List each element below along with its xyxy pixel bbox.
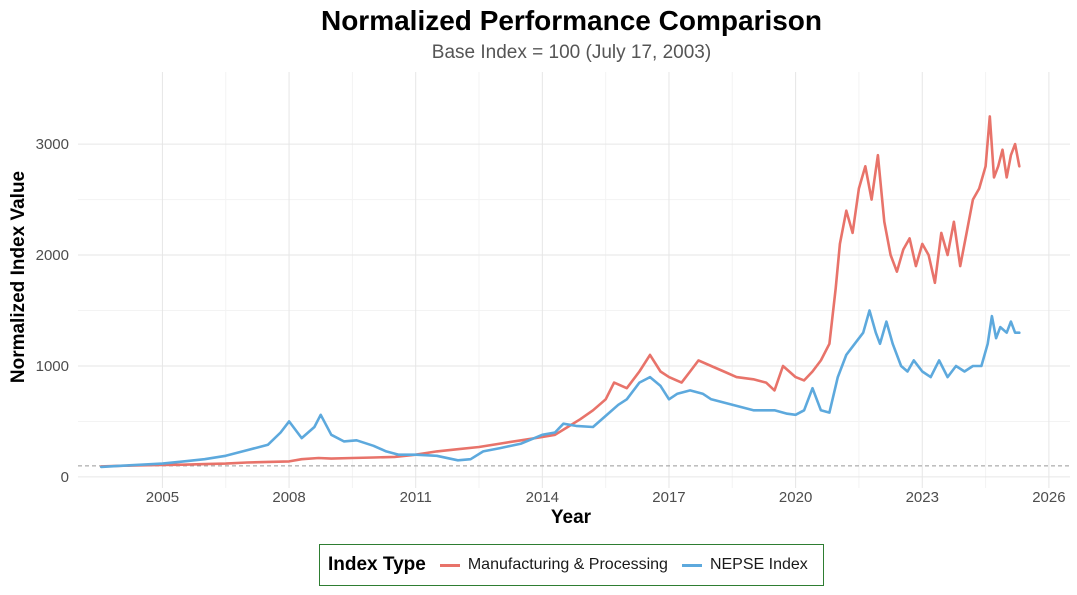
legend-swatch-nepse <box>681 563 702 567</box>
x-tick-label: 2020 <box>779 489 812 506</box>
x-tick-label: 2014 <box>526 489 559 506</box>
legend-label-manufacturing: Manufacturing & Processing <box>467 556 668 573</box>
x-tick-label: 2008 <box>272 489 305 506</box>
legend-item-nepse: NEPSE Index <box>681 556 808 574</box>
y-tick-label: 2000 <box>36 247 69 264</box>
y-tick-label: 3000 <box>36 136 69 153</box>
legend-item-manufacturing: Manufacturing & Processing <box>439 556 668 574</box>
y-tick-label: 1000 <box>36 358 69 375</box>
x-tick-label: 2017 <box>652 489 685 506</box>
x-tick-label: 2005 <box>146 489 179 506</box>
x-tick-label: 2026 <box>1032 489 1065 506</box>
legend-label-nepse: NEPSE Index <box>709 556 808 573</box>
x-axis-title: Year <box>551 507 592 528</box>
legend-swatch-manufacturing <box>439 563 460 567</box>
legend: Index Type Manufacturing & Processing NE… <box>319 544 824 586</box>
legend-title: Index Type <box>328 554 426 575</box>
chart-subtitle: Base Index = 100 (July 17, 2003) <box>431 42 712 63</box>
y-axis-title: Normalized Index Value <box>8 171 29 383</box>
series-line-nepse <box>99 309 1021 469</box>
plot-area: 2005 2008 2011 2014 2017 2020 2023 2026 0 1000 200… <box>8 72 1070 528</box>
x-tick-label: 2023 <box>906 489 939 506</box>
x-tick-label: 2011 <box>400 489 432 506</box>
chart-title: Normalized Performance Comparison <box>320 5 823 36</box>
series-line-manufacturing <box>99 115 1021 468</box>
y-tick-label: 0 <box>61 469 69 486</box>
